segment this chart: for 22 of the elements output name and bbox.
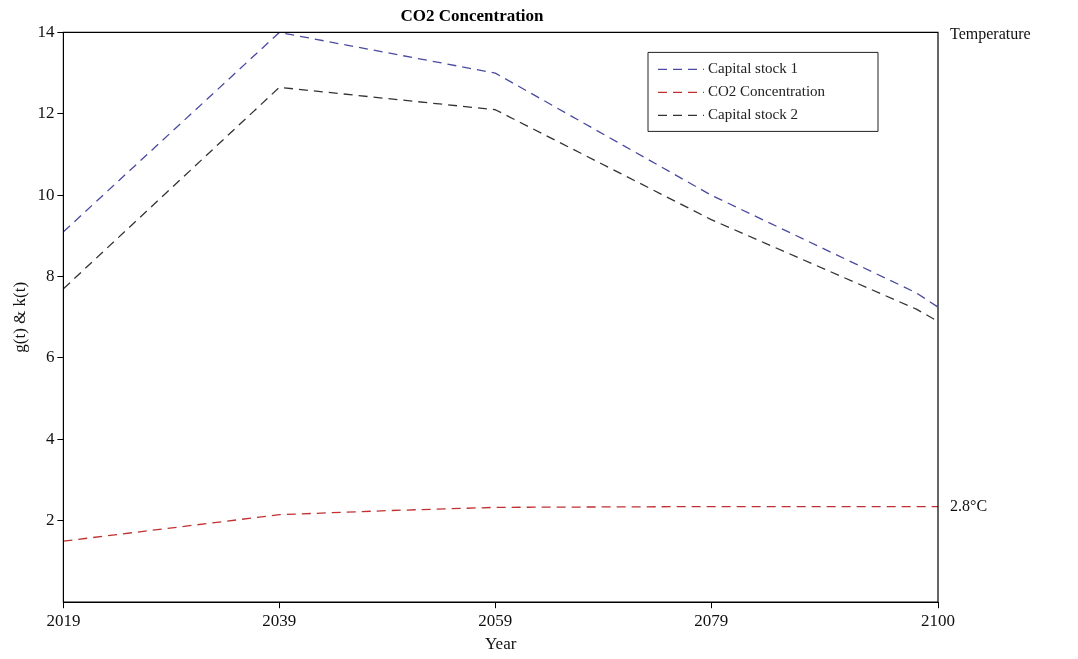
- y-tick-label: 6: [45, 347, 55, 367]
- legend-label: Capital stock 1: [708, 60, 798, 77]
- legend-label: CO2 Concentration: [708, 83, 826, 100]
- x-tick-label: 2019: [46, 610, 81, 630]
- y-tick-label: 4: [45, 428, 55, 448]
- line-series: [63, 32, 938, 308]
- x-tick-label: 2100: [921, 610, 955, 630]
- x-tick-label: 2079: [694, 610, 729, 630]
- legend-label: Capital stock 2: [708, 106, 798, 123]
- y-tick-label: 12: [37, 103, 55, 123]
- y-tick-label: 10: [37, 184, 55, 204]
- y-tick-label: 8: [45, 266, 55, 286]
- y-tick-label: 14: [37, 21, 55, 41]
- line-series: [63, 505, 938, 542]
- x-axis-title: Year: [485, 634, 517, 654]
- y-tick-label: 2: [45, 510, 55, 530]
- chart-title: CO2 Concentration: [400, 5, 545, 25]
- y-axis-title: g(t) & k(t): [9, 281, 29, 353]
- x-tick-label: 2039: [262, 610, 297, 630]
- x-tick-label: 2059: [478, 610, 513, 630]
- text: Temperature: [950, 24, 1031, 43]
- annotation: 2.8°C: [950, 496, 988, 514]
